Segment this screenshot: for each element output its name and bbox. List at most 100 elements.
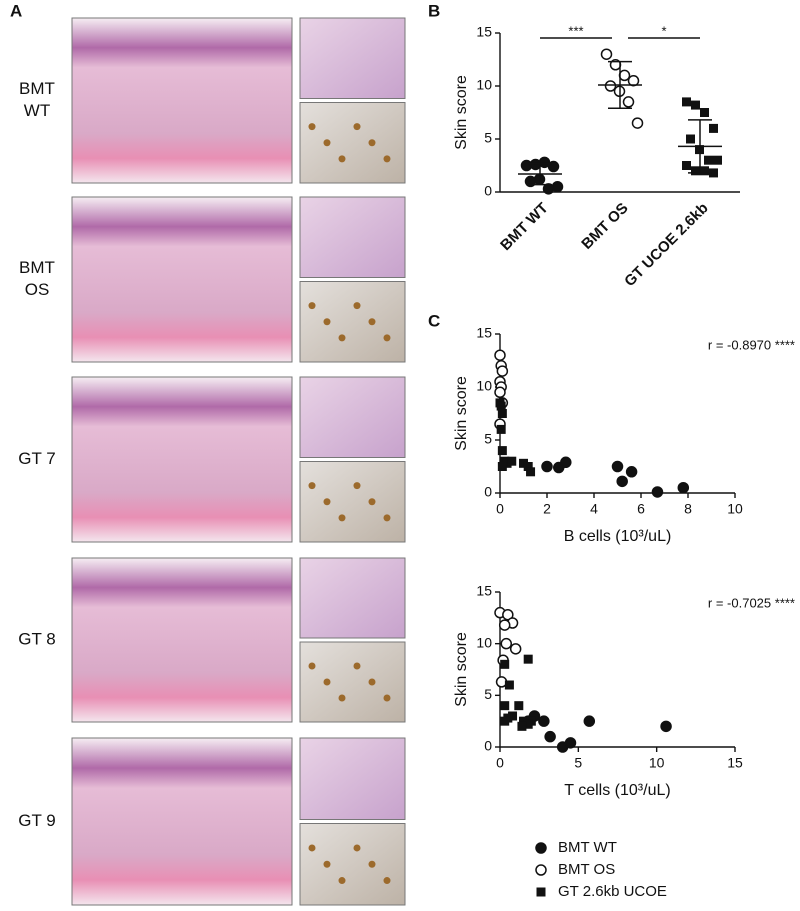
x-axis-label: T cells (10³/uL) — [564, 782, 670, 799]
ihc-inset — [299, 102, 406, 184]
point — [660, 720, 672, 733]
point — [682, 97, 691, 107]
stain-dot — [338, 155, 346, 163]
point — [583, 715, 596, 727]
point — [709, 168, 718, 178]
stain-dot — [338, 514, 346, 522]
x-tick-label: BMT WT — [497, 200, 551, 254]
histology-image — [71, 737, 293, 906]
stain-dot — [353, 662, 361, 670]
row-label: BMT — [19, 258, 55, 277]
legend-marker — [536, 887, 546, 897]
row-label: GT 7 — [18, 449, 55, 468]
histology-image — [71, 376, 293, 543]
ihc-inset — [299, 641, 406, 723]
point — [496, 424, 506, 434]
point — [494, 386, 506, 399]
point — [523, 719, 533, 729]
stain-dot — [323, 678, 331, 686]
he-inset — [299, 196, 406, 278]
point — [500, 659, 510, 669]
point — [704, 155, 713, 165]
significance-label: *** — [568, 23, 583, 38]
point — [496, 401, 506, 411]
point — [700, 166, 709, 176]
legend-label: GT 2.6kb UCOE — [558, 883, 667, 900]
stain-dot — [383, 334, 391, 342]
y-tick-label: 5 — [484, 130, 492, 146]
y-tick-label: 10 — [476, 378, 492, 394]
point — [691, 100, 700, 110]
y-axis-label: Skin score — [453, 376, 470, 451]
point — [616, 475, 628, 488]
point — [497, 446, 507, 456]
point — [509, 643, 522, 655]
point — [494, 349, 506, 361]
point — [500, 637, 513, 650]
point — [526, 467, 536, 477]
row-label: WT — [24, 101, 50, 120]
x-tick-label: GT UCOE 2.6kb — [621, 200, 711, 290]
point — [508, 711, 518, 721]
legend-marker — [535, 842, 547, 854]
panel-label: C — [428, 311, 440, 330]
he-inset — [299, 557, 406, 639]
stain-dot — [383, 514, 391, 522]
x-tick-label: 0 — [496, 755, 504, 771]
point — [564, 737, 577, 749]
histology-panel: BMT WT BMT OS GT 7 GT 8 GT 9 — [18, 17, 406, 906]
stain-dot — [383, 155, 391, 163]
panel-label: B — [428, 1, 440, 20]
point — [560, 456, 572, 469]
point — [604, 80, 617, 92]
y-tick-label: 15 — [476, 583, 492, 599]
point — [682, 161, 691, 170]
y-tick-label: 5 — [484, 431, 492, 447]
point — [611, 460, 624, 473]
point — [691, 166, 700, 176]
point — [497, 462, 507, 471]
stain-dot — [308, 482, 316, 490]
stain-dot — [308, 302, 316, 310]
x-tick-label: 10 — [649, 755, 665, 771]
point — [497, 409, 507, 418]
legend-label: BMT OS — [558, 861, 615, 878]
point — [519, 716, 528, 726]
histology-image — [71, 557, 293, 723]
point — [496, 365, 509, 377]
stain-dot — [353, 482, 361, 490]
stain-dot — [308, 844, 316, 852]
stain-dot — [353, 123, 361, 131]
stain-dot — [323, 498, 331, 506]
y-axis-label: Skin score — [453, 632, 470, 707]
stain-dot — [368, 860, 376, 868]
stain-dot — [353, 302, 361, 310]
he-inset — [299, 376, 406, 458]
row-label: GT 8 — [18, 629, 55, 648]
point — [627, 74, 640, 87]
ihc-inset — [299, 281, 406, 363]
y-tick-label: 0 — [484, 738, 492, 754]
stain-dot — [308, 662, 316, 670]
point — [622, 96, 635, 108]
legend-marker — [535, 864, 547, 876]
stain-dot — [338, 334, 346, 342]
correlation: r = -0.8970 **** — [708, 337, 795, 352]
point — [523, 654, 533, 664]
point — [514, 701, 524, 711]
y-tick-label: 5 — [484, 686, 492, 702]
point — [686, 134, 695, 144]
y-tick-label: 10 — [476, 634, 492, 650]
stain-dot — [368, 498, 376, 506]
point — [625, 466, 638, 478]
y-tick-label: 15 — [476, 325, 492, 341]
point — [500, 701, 510, 711]
point — [519, 458, 528, 468]
ihc-inset — [299, 461, 406, 543]
x-axis-label: B cells (10³/uL) — [564, 528, 672, 545]
panel-label: A — [10, 1, 22, 20]
he-inset — [299, 737, 406, 820]
point — [538, 715, 550, 727]
significance-label: * — [661, 23, 666, 38]
